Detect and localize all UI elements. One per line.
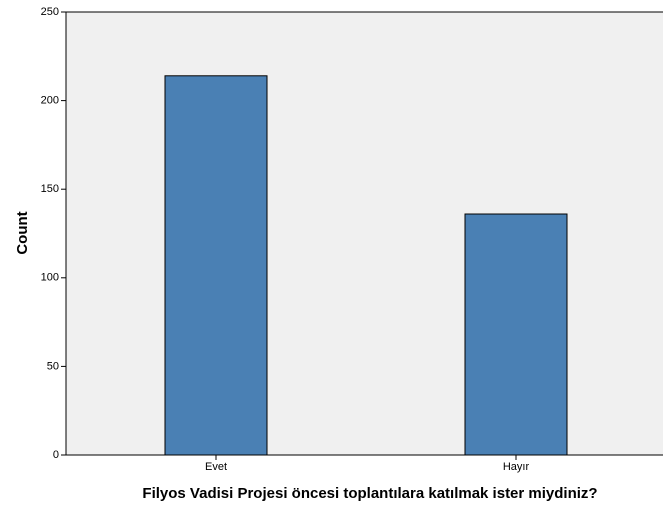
y-tick-label: 150 <box>41 183 59 195</box>
bar <box>464 213 568 456</box>
y-tick-label: 100 <box>41 272 59 284</box>
y-tick-label: 0 <box>53 449 59 461</box>
y-tick-label: 50 <box>47 360 59 372</box>
x-axis-label: Filyos Vadisi Projesi öncesi toplantılar… <box>142 485 597 502</box>
x-tick-label: Hayır <box>503 461 530 473</box>
bar <box>164 75 268 456</box>
x-tick-label: Evet <box>205 461 227 473</box>
y-axis-label: Count <box>14 211 31 254</box>
y-tick-label: 200 <box>41 95 59 107</box>
y-tick-label: 250 <box>41 6 59 18</box>
plot-area <box>65 11 663 456</box>
